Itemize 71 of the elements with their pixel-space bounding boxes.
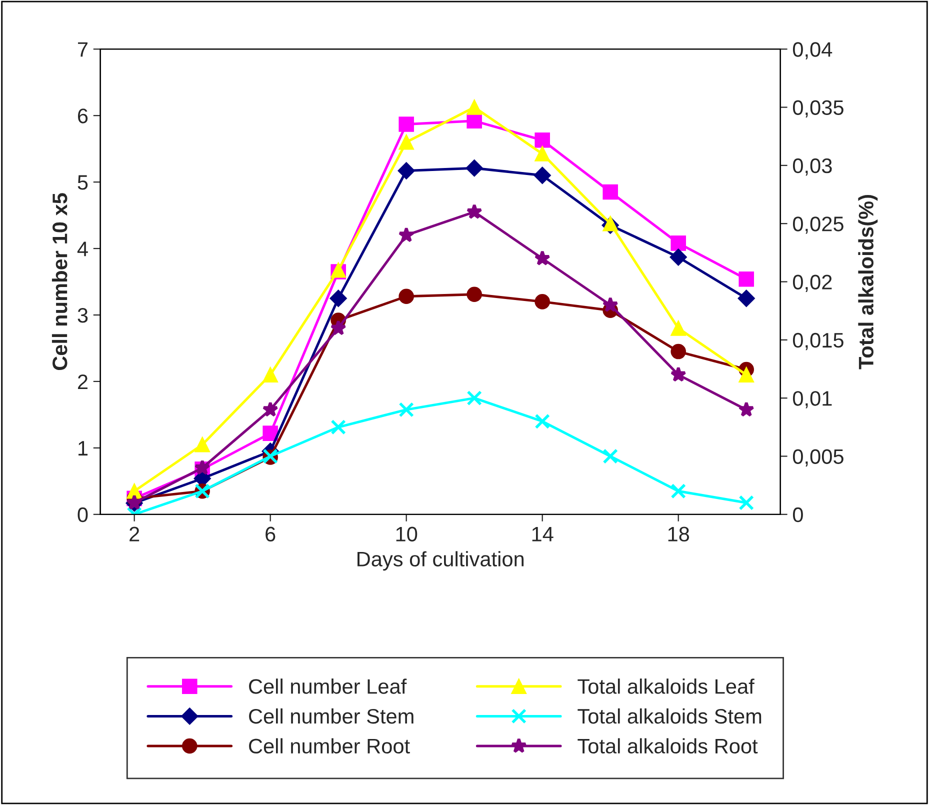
y-tick-label: 1: [78, 441, 88, 456]
y-tick-label: 0: [78, 507, 88, 522]
point: [534, 146, 550, 162]
point: [602, 296, 618, 312]
point: [194, 436, 210, 452]
point: [738, 367, 754, 382]
y2-tick-label: 0,02: [792, 274, 832, 292]
y-tick-label: 4: [77, 242, 88, 256]
point: [670, 344, 686, 360]
point: [398, 162, 415, 180]
y2-tick-label: 0,03: [792, 158, 832, 176]
point: [466, 286, 482, 302]
y-tick-label: 3: [78, 308, 88, 323]
y-tick-label: 7: [78, 42, 88, 57]
x-tick-label: 18: [668, 526, 690, 542]
y2-tick-label: 0,035: [792, 100, 844, 118]
point: [738, 290, 755, 307]
x-tick-label: 10: [396, 526, 418, 542]
y-tick-label: 5: [78, 175, 88, 190]
legend-label: Cell number Stem: [249, 708, 414, 724]
y2-tick-label: 0,015: [792, 332, 844, 350]
y2-tick-label: 0,04: [792, 42, 832, 60]
point: [398, 116, 414, 132]
point: [466, 390, 482, 406]
point: [330, 290, 347, 307]
point: [262, 401, 278, 417]
y2-tick-label: 0: [792, 507, 803, 522]
point: [398, 226, 414, 242]
point: [534, 132, 550, 148]
x-tick-label: 2: [130, 526, 140, 542]
point: [670, 248, 687, 266]
legend-label: Cell number Root: [249, 738, 410, 754]
point: [670, 236, 686, 251]
point: [466, 204, 482, 219]
point: [670, 320, 686, 336]
point: [398, 288, 414, 304]
point: [534, 294, 550, 310]
point: [330, 320, 346, 336]
point: [466, 160, 483, 177]
point: [534, 414, 550, 429]
y2-tick-label: 0,025: [792, 216, 844, 234]
point: [670, 483, 686, 499]
point: [670, 366, 686, 382]
point: [738, 495, 754, 510]
y2-tick-label: 0,005: [792, 449, 844, 466]
point: [534, 250, 550, 266]
y2-tick-label: 0,01: [792, 391, 832, 408]
point: [126, 483, 142, 499]
legend-label: Total alkaloids Leaf: [578, 678, 754, 694]
point: [466, 113, 482, 129]
y2-axis-title: Total alkaloids(%): [858, 194, 878, 370]
point: [398, 402, 414, 418]
point: [738, 401, 754, 417]
x-tick-label: 14: [532, 526, 554, 542]
point: [602, 184, 618, 200]
y-tick-label: 6: [78, 108, 88, 124]
legend-label: Cell number Leaf: [249, 678, 407, 694]
y-axis-title: Cell number 10 x5: [52, 193, 68, 370]
point: [738, 271, 754, 287]
y-tick-label: 2: [78, 374, 88, 390]
point: [262, 426, 278, 441]
point: [602, 448, 618, 464]
point: [466, 100, 482, 115]
point: [398, 134, 414, 150]
point: [534, 166, 551, 184]
legend-label: Total alkaloids Stem: [578, 708, 762, 724]
legend-label: Total alkaloids Root: [578, 738, 758, 754]
x-axis-title: Days of cultivation: [358, 551, 524, 571]
point: [330, 420, 346, 435]
x-tick-label: 6: [266, 526, 276, 542]
point: [262, 367, 278, 382]
